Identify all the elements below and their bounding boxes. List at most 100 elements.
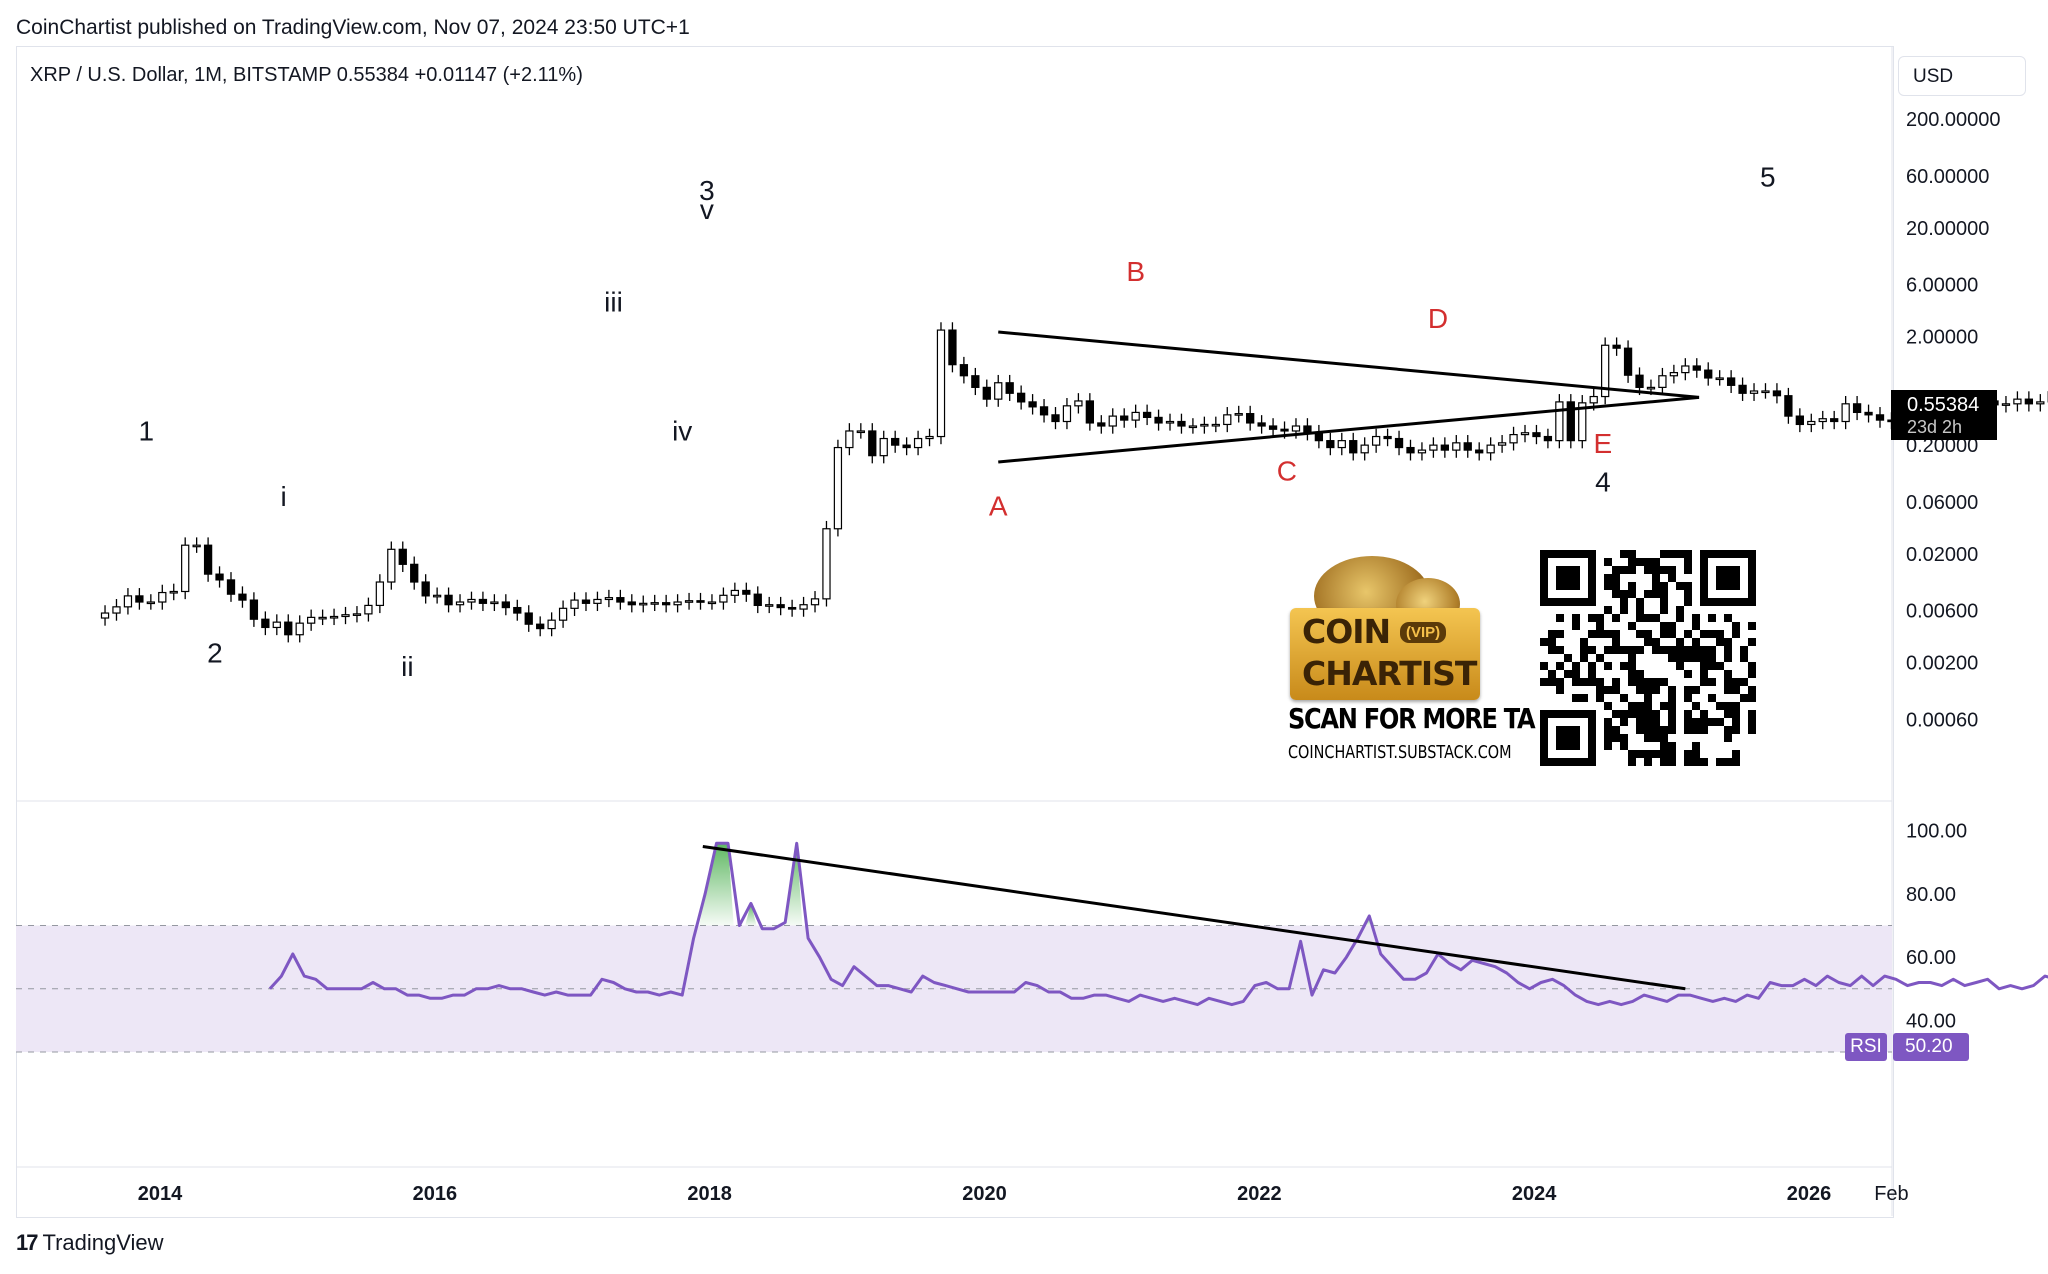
qr-module — [1692, 638, 1700, 646]
candle-up — [112, 606, 121, 614]
candle-down — [662, 602, 671, 606]
candle-up — [387, 548, 396, 583]
qr-module — [1740, 646, 1748, 654]
qr-module — [1652, 734, 1660, 742]
qr-module — [1588, 670, 1596, 678]
qr-module — [1660, 678, 1668, 686]
qr-module — [1644, 678, 1652, 686]
qr-module — [1612, 678, 1620, 686]
qr-module — [1644, 558, 1652, 566]
qr-module — [1724, 710, 1732, 718]
qr-module — [1668, 750, 1676, 758]
candle-up — [604, 597, 614, 601]
qr-module — [1708, 694, 1716, 702]
qr-module — [1612, 574, 1620, 582]
qr-module — [1596, 630, 1604, 638]
candle-down — [444, 594, 453, 606]
candle-down — [215, 573, 224, 581]
chart-frame — [16, 46, 1894, 1218]
candle-up — [1452, 442, 1461, 451]
qr-module — [1724, 702, 1732, 710]
qr-module — [1588, 630, 1596, 638]
qr-module — [1660, 630, 1668, 638]
candle-up — [1200, 423, 1209, 427]
qr-module — [1604, 686, 1612, 694]
badge-line2: CHARTIST — [1302, 654, 1477, 693]
qr-module — [1684, 750, 1692, 758]
candle-down — [478, 598, 488, 604]
qr-module — [1716, 758, 1724, 766]
candle-up — [455, 601, 465, 606]
candle-up — [1841, 403, 1850, 423]
candle-up — [1669, 372, 1679, 377]
price-tick-label: 6.00000 — [1906, 275, 1978, 297]
candle-down — [513, 606, 522, 614]
candle-down — [135, 595, 144, 603]
price-tick-label: 0.00060 — [1906, 709, 1978, 731]
qr-module — [1548, 638, 1556, 646]
candle-down — [902, 444, 911, 449]
candle-up — [158, 591, 167, 603]
triangle-trendline — [998, 395, 1700, 464]
badge-line1: COIN — [1302, 612, 1391, 651]
qr-module — [1724, 726, 1732, 734]
candle-down — [1005, 382, 1014, 394]
qr-module — [1652, 726, 1660, 734]
qr-module — [1724, 646, 1732, 654]
candle-up — [1520, 432, 1530, 436]
qr-module — [1604, 630, 1612, 638]
candle-up — [432, 594, 442, 598]
candle-down — [1039, 406, 1049, 416]
qr-module — [1612, 566, 1620, 574]
qr-module — [1572, 622, 1580, 630]
qr-module — [1660, 702, 1668, 710]
qr-module — [1740, 654, 1748, 662]
candle-up — [307, 616, 316, 624]
qr-module — [1732, 710, 1740, 718]
qr-module — [1692, 702, 1700, 710]
tradingview-logo[interactable]: 17 TradingView — [16, 1230, 164, 1256]
qr-module — [1708, 646, 1716, 654]
qr-module — [1748, 622, 1756, 630]
qr-module — [1660, 606, 1668, 614]
qr-module — [1692, 654, 1700, 662]
price-tick-label: 0.00600 — [1906, 601, 1978, 623]
candlestick-series — [100, 322, 2048, 643]
qr-module — [1556, 678, 1564, 686]
candle-up — [765, 604, 774, 607]
qr-module — [1620, 710, 1628, 718]
candle-down — [1257, 422, 1266, 427]
qr-module — [1628, 670, 1636, 678]
candle-up — [833, 446, 843, 530]
candle-up — [352, 613, 362, 616]
qr-module — [1580, 694, 1588, 702]
qr-module — [1724, 614, 1732, 622]
candle-up — [1062, 405, 1072, 423]
candle-down — [616, 597, 625, 603]
qr-module — [1596, 654, 1604, 662]
candle-up — [490, 601, 499, 605]
candle-down — [627, 601, 636, 606]
qr-module — [1580, 646, 1588, 654]
currency-button[interactable]: USD — [1898, 56, 2026, 96]
qr-module — [1556, 662, 1564, 670]
qr-code-icon[interactable] — [1540, 550, 1756, 766]
qr-module — [1644, 726, 1652, 734]
qr-module — [1556, 614, 1564, 622]
candle-up — [936, 329, 946, 438]
qr-module — [1668, 686, 1676, 694]
candle-up — [1211, 423, 1220, 427]
qr-module — [1716, 702, 1724, 710]
qr-module — [1740, 694, 1748, 702]
qr-module — [1692, 614, 1700, 622]
candle-down — [1738, 384, 1747, 394]
qr-module — [1700, 630, 1708, 638]
candle-up — [272, 621, 281, 629]
qr-module — [1612, 638, 1620, 646]
qr-module — [1748, 718, 1756, 726]
candle-down — [1246, 413, 1255, 424]
qr-module — [1620, 718, 1628, 726]
candle-down — [536, 623, 545, 630]
qr-module — [1660, 582, 1668, 590]
